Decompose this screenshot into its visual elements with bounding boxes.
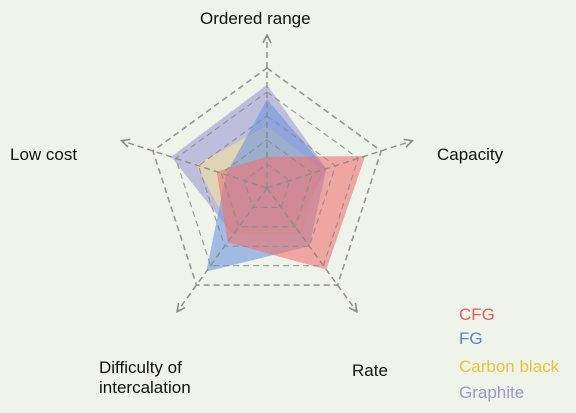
- grid-ring-5: [151, 67, 383, 286]
- legend-item-cfg: CFG: [459, 305, 495, 324]
- grid-ring-4: [175, 91, 359, 267]
- axis-line-2: [266, 141, 412, 189]
- axis-line-3: [266, 187, 356, 311]
- axis-label-ordered-range: Ordered range: [200, 9, 311, 28]
- legend-item-carbon-black: Carbon black: [459, 357, 560, 376]
- axis-line-4: [178, 187, 268, 311]
- legend-item-graphite: Graphite: [459, 383, 525, 402]
- grid-ring-1: [243, 163, 291, 208]
- axis-label-rate: Rate: [352, 361, 388, 380]
- axis-line-5: [122, 141, 268, 189]
- axis-label-low-cost: Low cost: [10, 145, 78, 164]
- grid-ring-3: [197, 115, 337, 247]
- axis-label-difficulty-of-intercalation: Difficulty of intercalation: [99, 358, 191, 397]
- grid-ring-2: [220, 139, 314, 228]
- axis-label-capacity: Capacity: [437, 145, 504, 164]
- legend-item-fg: FG: [459, 329, 483, 348]
